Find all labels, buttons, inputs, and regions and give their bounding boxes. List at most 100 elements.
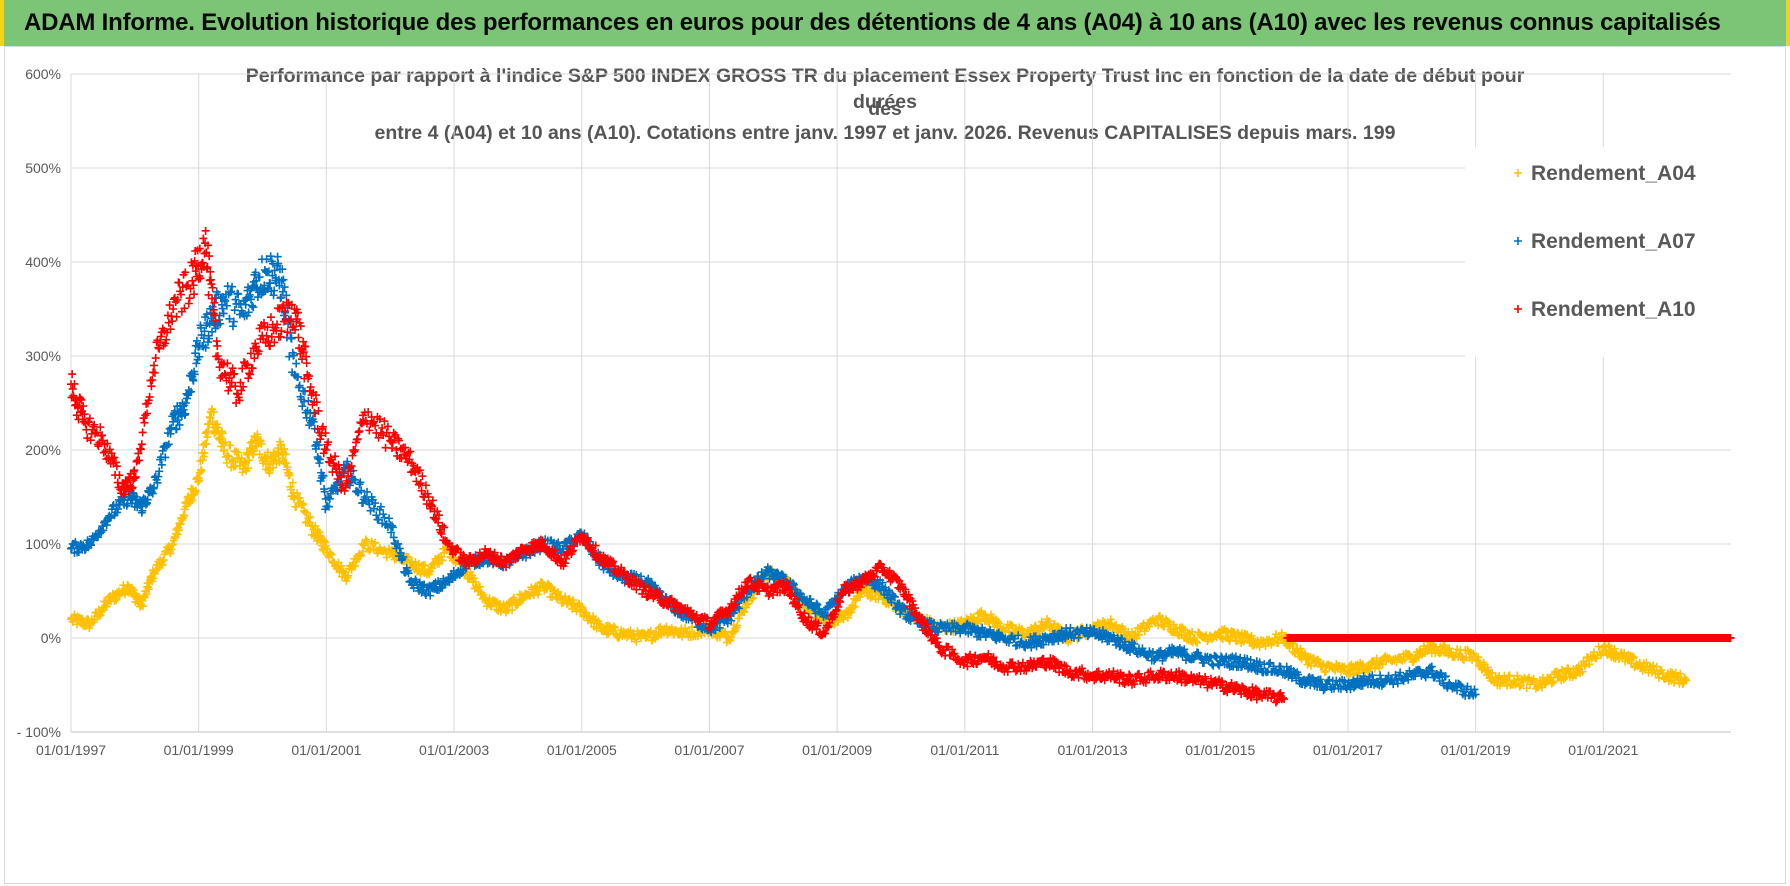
- data-point: [721, 627, 730, 636]
- data-point: [273, 252, 282, 261]
- data-point: [252, 441, 261, 450]
- data-point: [592, 624, 601, 633]
- data-point: [99, 603, 108, 612]
- data-point: [438, 556, 447, 565]
- data-point: [355, 427, 364, 436]
- data-point: [150, 361, 158, 370]
- data-point: [167, 545, 176, 554]
- data-point: [298, 500, 307, 509]
- data-point: [1193, 638, 1202, 647]
- data-point: [95, 611, 104, 620]
- data-point: [866, 594, 875, 603]
- x-tick-label: 01/01/2005: [547, 742, 617, 758]
- data-point: [93, 440, 102, 449]
- data-point: [1134, 630, 1143, 639]
- data-point: [302, 508, 311, 517]
- data-point: [554, 587, 563, 596]
- data-point: [685, 627, 694, 636]
- data-point: [281, 450, 290, 459]
- data-point: [1163, 617, 1172, 626]
- data-point: [249, 303, 258, 312]
- data-point: [138, 428, 147, 437]
- chart-title-line-3: entre 4 (A04) et 10 ans (A10). Cotations…: [374, 122, 1396, 144]
- data-point: [204, 427, 213, 436]
- data-point: [201, 226, 210, 235]
- data-point: [387, 546, 396, 555]
- data-point: [285, 471, 294, 479]
- data-point: [321, 541, 330, 550]
- data-point: [249, 447, 258, 456]
- data-point: [515, 597, 524, 606]
- data-point: [1145, 622, 1154, 631]
- y-tick-label: 500%: [25, 160, 61, 176]
- data-point: [1274, 639, 1283, 648]
- data-point: [238, 468, 247, 477]
- data-point: [993, 617, 1002, 626]
- data-point: [188, 496, 197, 505]
- data-point: [147, 382, 156, 391]
- data-point: [874, 595, 883, 604]
- data-point: [518, 596, 527, 605]
- data-point: [355, 480, 364, 489]
- data-point: [234, 448, 243, 457]
- data-point: [654, 624, 663, 633]
- data-point: [744, 599, 753, 608]
- data-point: [569, 596, 578, 605]
- data-point: [469, 574, 478, 583]
- data-point: [112, 595, 121, 604]
- banner-title: ADAM Informe. Evolution historique des p…: [24, 9, 1721, 36]
- y-tick-label: 100%: [25, 536, 61, 552]
- data-point: [1131, 629, 1140, 638]
- data-point: [219, 446, 228, 455]
- data-point: [327, 550, 336, 559]
- data-point: [735, 614, 744, 623]
- data-point: [727, 633, 736, 642]
- data-point: [159, 556, 168, 565]
- data-point: [356, 552, 365, 561]
- data-point: [1140, 627, 1149, 636]
- data-point: [157, 557, 166, 566]
- data-point: [596, 620, 605, 629]
- data-point: [693, 632, 702, 641]
- data-point: [279, 275, 288, 284]
- x-tick-label: 01/01/2013: [1057, 742, 1127, 758]
- data-point: [306, 513, 315, 522]
- chart-title-line-2: durées: [853, 91, 917, 113]
- data-point: [311, 522, 320, 531]
- report-banner: ADAM Informe. Evolution historique des p…: [0, 0, 1790, 46]
- data-point: [715, 633, 724, 642]
- data-point: [266, 313, 275, 322]
- data-point: [421, 561, 430, 570]
- data-point: [268, 454, 277, 463]
- data-point: [289, 494, 298, 503]
- data-point: [288, 478, 297, 487]
- data-point: [466, 567, 475, 576]
- data-point: [371, 538, 380, 547]
- data-point: [351, 561, 360, 570]
- data-point: [142, 590, 151, 599]
- data-point: [207, 280, 216, 289]
- data-point: [1247, 631, 1256, 640]
- data-point: [847, 608, 856, 617]
- x-tick-label: 01/01/2015: [1185, 742, 1255, 758]
- data-point: [246, 438, 255, 447]
- data-point: [529, 591, 538, 600]
- data-point: [325, 548, 334, 557]
- data-point: [202, 440, 211, 449]
- data-point: [957, 615, 966, 624]
- data-point: [216, 433, 225, 442]
- data-point: [280, 444, 289, 453]
- data-point: [382, 553, 391, 562]
- data-point: [224, 386, 233, 395]
- data-point: [387, 444, 396, 453]
- data-point: [471, 577, 480, 586]
- data-point: [166, 549, 175, 558]
- x-tick-label: 01/01/2021: [1568, 742, 1638, 758]
- data-point: [158, 560, 167, 569]
- data-point: [358, 539, 367, 548]
- data-point: [636, 634, 645, 643]
- data-point: [191, 486, 200, 495]
- data-point: [843, 613, 852, 622]
- data-point: [137, 440, 146, 449]
- data-point: [208, 283, 217, 292]
